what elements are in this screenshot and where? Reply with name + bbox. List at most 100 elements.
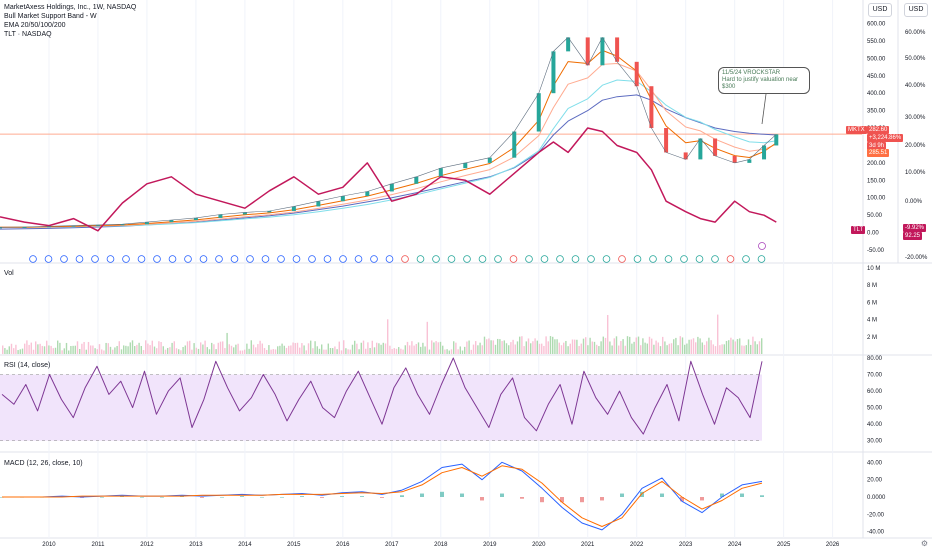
settings-gear-icon[interactable]: ⚙ <box>920 539 928 548</box>
volume-tick-label: 4 M <box>867 318 877 324</box>
volume-bar <box>459 346 461 354</box>
volume-bar <box>30 342 32 354</box>
volume-bar <box>382 342 384 354</box>
volume-bar <box>140 345 142 354</box>
event-markers <box>29 242 766 263</box>
x-tick-label: 2010 <box>42 542 56 548</box>
volume-bar <box>631 343 633 354</box>
volume-bar <box>437 342 439 354</box>
x-tick-label: 2011 <box>92 542 106 548</box>
volume-bar <box>598 346 600 354</box>
idea-note: 11/5/24 VROCKSTAR Hard to justify valuat… <box>718 67 810 94</box>
change-badge: +3,224.86% <box>867 134 904 142</box>
dividend-marker <box>230 255 239 263</box>
volume-bar <box>321 344 323 354</box>
volume-bar <box>208 349 211 354</box>
macd-histogram-bar <box>660 493 664 497</box>
macd-histogram-bar <box>100 497 104 498</box>
volume-bar <box>373 347 376 354</box>
mktx-candle <box>634 61 639 87</box>
volume-bar <box>688 339 690 354</box>
mktx-candle <box>267 210 272 213</box>
x-tick-label: 2026 <box>826 542 840 548</box>
volume-bar <box>376 342 378 354</box>
earnings-marker <box>680 255 688 263</box>
volume-bar <box>347 349 349 354</box>
volume-bar <box>576 339 578 354</box>
volume-bar <box>391 349 393 354</box>
volume-bar <box>734 341 736 354</box>
volume-bar <box>329 348 332 354</box>
volume-bar <box>118 341 120 354</box>
left-currency-button[interactable]: USD <box>868 3 892 17</box>
volume-bar <box>281 343 283 354</box>
volume-bar <box>235 344 237 354</box>
volume-bar <box>41 345 43 354</box>
volume-bar <box>332 348 334 354</box>
volume-bar <box>237 343 239 354</box>
mktx-candle <box>762 145 767 160</box>
volume-bar <box>758 341 761 354</box>
volume-bar <box>250 340 252 354</box>
volume-bar <box>318 348 321 354</box>
volume-bar <box>263 348 266 354</box>
volume-bar <box>316 346 318 354</box>
volume-bar <box>393 348 395 354</box>
ema-50-line <box>0 63 777 228</box>
volume-bar <box>585 337 587 354</box>
mktx-candle <box>713 138 718 156</box>
legend-line-2: Bull Market Support Band - W <box>4 13 97 20</box>
price-tick-label: 150.00 <box>867 178 886 184</box>
legend-title: MarketAxess Holdings, Inc., 1W, NASDAQ <box>4 4 137 11</box>
volume-bar <box>651 338 653 354</box>
price-tick-label: 400.00 <box>867 91 886 97</box>
volume-bar <box>697 336 699 354</box>
earnings-marker <box>649 255 657 263</box>
mktx-candle <box>664 128 669 153</box>
mktx-candle <box>536 93 541 132</box>
volume-bar <box>626 336 629 354</box>
volume-bar <box>389 345 391 354</box>
volume-bar <box>679 336 681 354</box>
dividend-marker <box>168 255 177 263</box>
volume-bar <box>173 341 175 354</box>
mktx-candle <box>46 226 51 228</box>
price-tick-label: 600.00 <box>867 21 886 27</box>
volume-bar <box>195 347 197 354</box>
volume-bar <box>732 339 734 354</box>
mktx-candle <box>649 86 654 129</box>
dividend-marker <box>370 255 378 263</box>
volume-bar <box>290 345 292 354</box>
volume-bar <box>101 349 103 354</box>
volume-bar <box>552 336 554 354</box>
volume-bar <box>428 349 431 354</box>
volume-bar <box>448 350 450 354</box>
volume-bar <box>721 344 723 354</box>
earnings-marker <box>742 255 750 263</box>
dividend-marker <box>184 255 192 263</box>
volume-bar <box>109 346 112 354</box>
mktx-candle <box>414 176 419 184</box>
macd-histogram-bar <box>300 496 304 497</box>
volume-bar <box>589 337 591 354</box>
dividend-marker <box>261 255 270 263</box>
right-currency-button[interactable]: USD <box>904 3 928 17</box>
macd-histogram-bar <box>420 493 424 497</box>
volume-bar <box>156 348 158 354</box>
volume-bar <box>219 341 222 354</box>
volume-bar <box>736 339 739 354</box>
x-tick-label: 2023 <box>679 542 693 548</box>
volume-bar <box>94 348 96 354</box>
volume-bar <box>213 344 215 354</box>
volume-bar <box>257 344 259 354</box>
volume-bar <box>230 345 233 354</box>
volume-bar <box>677 345 679 354</box>
x-tick-label: 2014 <box>238 542 252 548</box>
volume-bar <box>549 336 552 354</box>
volume-bar <box>211 342 213 354</box>
volume-bar <box>523 346 525 354</box>
tlt-pct-badge: -9.92% <box>903 224 927 232</box>
macd-histogram-bar <box>700 497 704 501</box>
earnings-marker <box>587 255 595 263</box>
volume-bar <box>90 345 92 354</box>
